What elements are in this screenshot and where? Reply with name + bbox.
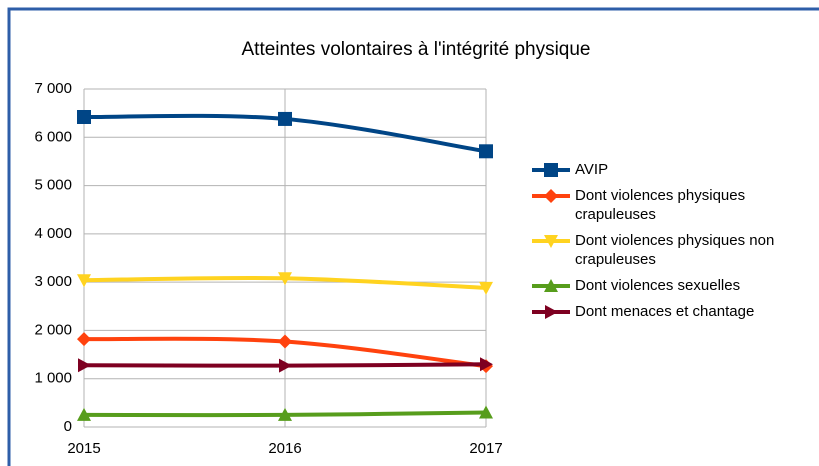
data-point (479, 281, 493, 295)
legend-item: Dont menaces et chantage (531, 302, 781, 321)
legend-item: Dont violences sexuelles (531, 276, 781, 295)
legend-marker (544, 189, 558, 203)
legend-swatch (532, 279, 570, 292)
legend-label: Dont menaces et chantage (575, 303, 755, 320)
y-tick-label: 0 (64, 418, 72, 435)
data-point (77, 332, 91, 347)
legend-label: Dont violences physiques crapuleuses (575, 187, 746, 223)
data-point (278, 407, 292, 421)
y-tick-label: 3 000 (34, 273, 72, 290)
x-tick-label: 2017 (469, 440, 502, 457)
legend-swatch (532, 163, 570, 177)
legend-label: Dont violences physiques non crapuleuses (575, 232, 775, 268)
x-tick-label: 2016 (268, 440, 301, 457)
legend-marker (545, 305, 558, 319)
legend-marker (544, 235, 558, 248)
window-frame (7, 7, 819, 466)
y-tick-label: 5 000 (34, 177, 72, 194)
legend-item: AVIP (531, 160, 781, 179)
data-point (78, 358, 91, 373)
data-point (278, 272, 292, 286)
data-point (77, 274, 91, 288)
legend-swatch (532, 235, 570, 248)
chart-title: Atteintes volontaires à l'intégrité phys… (242, 39, 591, 60)
data-point (479, 405, 493, 419)
x-tick-label: 2015 (67, 440, 100, 457)
data-point (278, 111, 292, 126)
y-tick-label: 1 000 (34, 370, 72, 387)
legend-marker (544, 279, 558, 292)
data-point (479, 144, 493, 159)
legend-marker (544, 163, 558, 177)
data-point (279, 358, 292, 373)
data-point (77, 407, 91, 421)
legend: AVIP Dont violences physiques crapuleuses… (531, 160, 781, 328)
y-tick-label: 4 000 (34, 225, 72, 242)
data-point (77, 110, 91, 125)
legend-label: Dont violences sexuelles (575, 277, 741, 294)
y-tick-label: 2 000 (34, 321, 72, 338)
y-tick-label: 6 000 (34, 128, 72, 145)
data-point (480, 357, 493, 372)
legend-swatch (532, 305, 570, 319)
legend-item: Dont violences physiques crapuleuses (531, 186, 781, 224)
legend-swatch (532, 189, 570, 203)
y-tick-label: 7 000 (34, 80, 72, 97)
data-point (278, 334, 292, 349)
legend-label: AVIP (575, 161, 609, 178)
legend-item: Dont violences physiques non crapuleuses (531, 231, 781, 269)
